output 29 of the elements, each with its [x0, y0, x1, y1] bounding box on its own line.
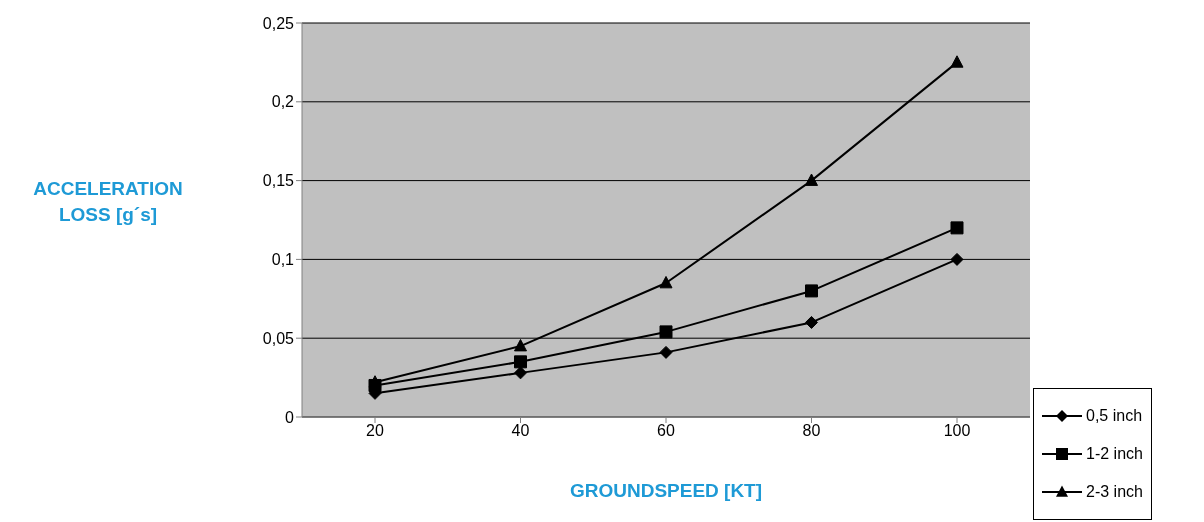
x-axis-title: GROUNDSPEED [KT] — [568, 480, 764, 502]
point — [514, 355, 527, 369]
x-tick-label: 20 — [366, 422, 384, 440]
y-tick-label: 0,25 — [262, 14, 295, 32]
point — [659, 325, 673, 339]
y-tick-label: 0,05 — [262, 329, 295, 347]
point — [659, 275, 673, 289]
x-tick-label: 100 — [943, 422, 971, 440]
point — [950, 252, 964, 266]
x-tick-label: 60 — [657, 422, 675, 440]
legend-label: 1-2 inch — [1086, 445, 1143, 463]
point — [805, 284, 818, 298]
y-tick-label: 0,15 — [262, 172, 295, 190]
x-tick-label: 40 — [511, 422, 530, 440]
point — [514, 338, 527, 352]
point — [950, 221, 964, 235]
x-tick-label: 80 — [802, 422, 821, 440]
point — [805, 315, 818, 329]
y-tick-label: 0,2 — [271, 93, 295, 111]
point — [514, 366, 527, 380]
point — [659, 345, 673, 359]
y-axis-title: ACCELERATION LOSS [g´s] — [32, 177, 184, 227]
point — [805, 173, 818, 186]
point — [950, 55, 964, 68]
point — [368, 375, 382, 388]
y-tick-label: 0 — [285, 408, 295, 426]
legend-label: 0,5 inch — [1086, 407, 1143, 425]
legend-label: 2-3 inch — [1086, 483, 1143, 501]
y-tick-label: 0,1 — [271, 251, 295, 269]
